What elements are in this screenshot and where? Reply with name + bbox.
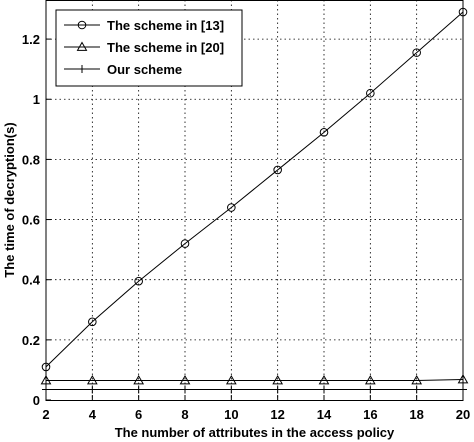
y-tick-label: 1 (33, 92, 40, 107)
circle-marker (180, 239, 190, 248)
series-line (45, 11, 464, 368)
plus-marker (320, 385, 328, 394)
legend-item: Our scheme (64, 62, 182, 77)
x-axis-label: The number of attributes in the access p… (115, 425, 395, 440)
series-3 (42, 385, 467, 394)
triangle-marker (179, 374, 191, 385)
triangle-marker (133, 374, 145, 385)
y-tick-label: 0.4 (22, 273, 41, 288)
plot-frame (45, 0, 464, 401)
series-2 (40, 374, 469, 385)
y-axis-label: The time of decryption(s) (2, 122, 17, 277)
legend-label: The scheme in [20] (107, 40, 224, 55)
circle-marker (77, 20, 87, 30)
series-group (40, 7, 469, 394)
grid-lines (46, 0, 463, 400)
legend: The scheme in [13] The scheme in [20] Our … (55, 9, 243, 87)
plus-marker (88, 385, 97, 394)
circle-marker (412, 48, 421, 57)
legend-item: The scheme in [13] (64, 18, 224, 33)
plus-marker (78, 65, 86, 73)
x-tick-label: 8 (181, 407, 188, 422)
x-tick-label: 4 (89, 407, 97, 422)
triangle-marker (272, 374, 284, 385)
series-line (46, 379, 464, 381)
plus-marker (273, 385, 282, 394)
legend-item: The scheme in [20] (64, 40, 224, 55)
plus-marker (227, 385, 236, 394)
circle-marker (227, 203, 236, 212)
triangle-marker (318, 374, 330, 385)
plus-marker (412, 385, 421, 394)
triangle-marker (411, 374, 423, 385)
y-tick-label: 0.6 (22, 213, 40, 228)
y-tick-label: 0 (33, 393, 40, 408)
triangle-marker (86, 374, 98, 385)
x-tick-label: 20 (456, 407, 470, 422)
x-axis-ticks: 2 4 6 8 10 12 14 16 18 20 (42, 395, 470, 422)
x-tick-label: 18 (409, 407, 423, 422)
triangle-marker (225, 374, 237, 385)
circle-marker (366, 88, 375, 98)
series-1 (41, 7, 468, 372)
circle-marker (273, 165, 282, 175)
triangle-marker (364, 374, 376, 385)
circle-marker (88, 317, 97, 327)
triangle-marker (76, 41, 88, 51)
legend-label: Our scheme (107, 62, 182, 77)
x-tick-label: 10 (224, 407, 238, 422)
x-tick-label: 16 (363, 407, 377, 422)
x-tick-label: 6 (135, 407, 142, 422)
plus-marker (366, 385, 375, 394)
plus-marker (134, 385, 143, 394)
x-tick-label: 14 (317, 407, 332, 422)
y-tick-label: 0.2 (22, 333, 40, 348)
circle-marker (319, 128, 329, 137)
plus-marker (181, 385, 189, 394)
x-tick-label: 12 (270, 407, 284, 422)
x-tick-label: 2 (42, 407, 49, 422)
y-tick-label: 1.2 (22, 32, 40, 47)
legend-label: The scheme in [13] (107, 18, 224, 33)
y-tick-label: 0.8 (22, 152, 40, 167)
circle-marker (134, 276, 143, 286)
legend-box (55, 9, 243, 87)
y-axis-ticks: 0 0.2 0.4 0.6 0.8 1 1.2 (22, 32, 51, 408)
